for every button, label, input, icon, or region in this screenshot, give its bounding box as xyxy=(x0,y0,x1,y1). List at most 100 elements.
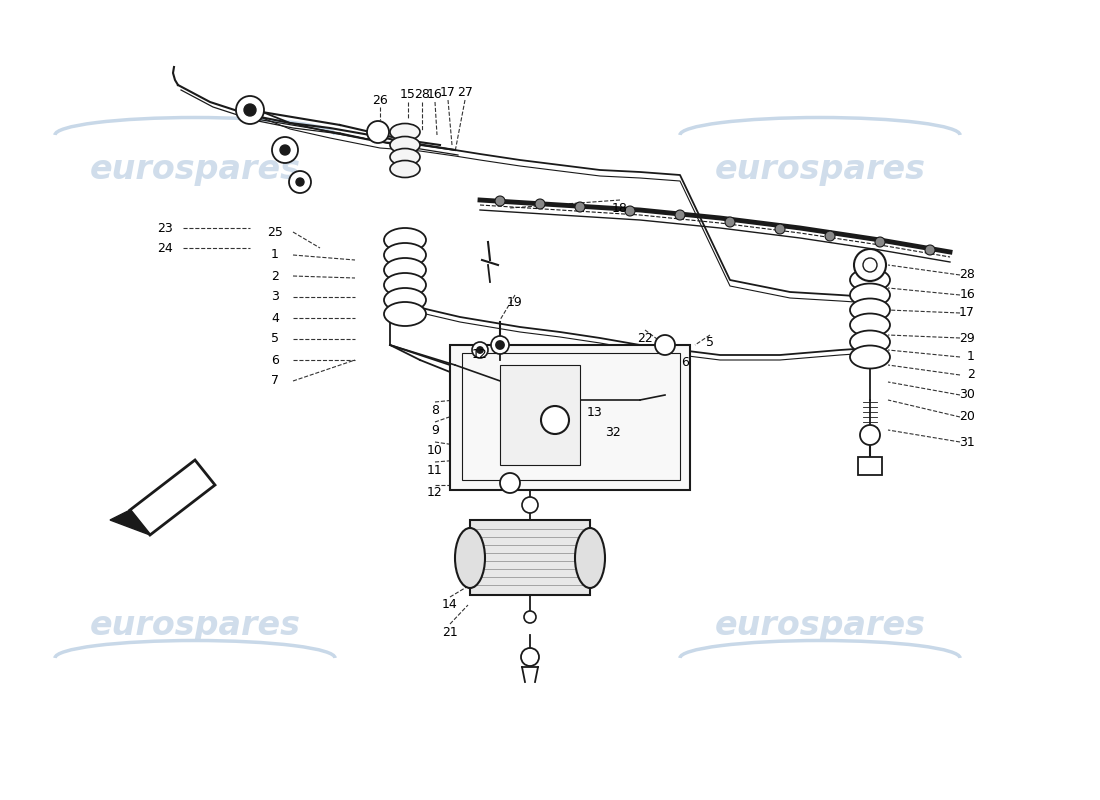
Text: eurospares: eurospares xyxy=(89,609,300,642)
Text: 31: 31 xyxy=(959,435,975,449)
Ellipse shape xyxy=(390,123,420,141)
Ellipse shape xyxy=(384,243,426,267)
Text: 2: 2 xyxy=(967,369,975,382)
Circle shape xyxy=(776,224,785,234)
Text: 2: 2 xyxy=(271,270,279,282)
Ellipse shape xyxy=(455,528,485,588)
Circle shape xyxy=(289,171,311,193)
Text: 28: 28 xyxy=(959,269,975,282)
Circle shape xyxy=(874,237,886,247)
Circle shape xyxy=(495,196,505,206)
Polygon shape xyxy=(110,510,150,535)
Ellipse shape xyxy=(850,283,890,306)
Text: 15: 15 xyxy=(400,89,416,102)
Circle shape xyxy=(500,473,520,493)
Text: 25: 25 xyxy=(267,226,283,238)
Circle shape xyxy=(236,96,264,124)
Circle shape xyxy=(522,497,538,513)
Polygon shape xyxy=(130,460,214,535)
Text: 21: 21 xyxy=(442,626,458,638)
Ellipse shape xyxy=(390,161,420,178)
Text: 7: 7 xyxy=(271,374,279,387)
Circle shape xyxy=(654,335,675,355)
Text: 18: 18 xyxy=(612,202,628,214)
Ellipse shape xyxy=(850,298,890,322)
Text: 10: 10 xyxy=(427,443,443,457)
Ellipse shape xyxy=(384,288,426,312)
Circle shape xyxy=(535,199,544,209)
Text: 5: 5 xyxy=(706,337,714,350)
Circle shape xyxy=(524,611,536,623)
Circle shape xyxy=(367,121,389,143)
Circle shape xyxy=(521,648,539,666)
Circle shape xyxy=(925,245,935,255)
Circle shape xyxy=(625,206,635,216)
Text: 9: 9 xyxy=(431,423,439,437)
Text: 6: 6 xyxy=(271,354,279,366)
Bar xyxy=(858,457,882,475)
Bar xyxy=(500,365,580,465)
Text: 8: 8 xyxy=(431,403,439,417)
Text: 12: 12 xyxy=(427,486,443,499)
Ellipse shape xyxy=(384,228,426,252)
Text: 27: 27 xyxy=(458,86,473,99)
Text: eurospares: eurospares xyxy=(715,609,925,642)
Text: 12: 12 xyxy=(472,349,488,362)
Ellipse shape xyxy=(390,149,420,166)
Circle shape xyxy=(280,145,290,155)
Text: 20: 20 xyxy=(959,410,975,423)
Text: 23: 23 xyxy=(157,222,173,234)
Circle shape xyxy=(864,258,877,272)
Text: 32: 32 xyxy=(605,426,620,438)
Text: 16: 16 xyxy=(959,289,975,302)
Text: 5: 5 xyxy=(271,333,279,346)
Text: 6: 6 xyxy=(681,357,689,370)
Text: 19: 19 xyxy=(507,297,522,310)
Ellipse shape xyxy=(390,137,420,154)
Text: 4: 4 xyxy=(271,311,279,325)
Text: 14: 14 xyxy=(442,598,458,611)
Bar xyxy=(462,353,680,480)
Text: 1: 1 xyxy=(967,350,975,363)
Text: 1: 1 xyxy=(271,249,279,262)
Ellipse shape xyxy=(384,273,426,297)
Circle shape xyxy=(860,425,880,445)
Circle shape xyxy=(244,104,256,116)
Text: 28: 28 xyxy=(414,89,430,102)
Circle shape xyxy=(496,341,504,349)
Ellipse shape xyxy=(575,528,605,588)
Circle shape xyxy=(541,406,569,434)
Bar xyxy=(450,345,690,490)
Circle shape xyxy=(854,249,886,281)
Ellipse shape xyxy=(850,314,890,337)
Text: 17: 17 xyxy=(440,86,455,99)
Text: 26: 26 xyxy=(372,94,388,106)
Text: 11: 11 xyxy=(427,463,443,477)
Text: 30: 30 xyxy=(959,389,975,402)
Text: 13: 13 xyxy=(587,406,603,418)
Circle shape xyxy=(575,202,585,212)
Text: eurospares: eurospares xyxy=(715,154,925,186)
Text: 29: 29 xyxy=(959,331,975,345)
Circle shape xyxy=(675,210,685,220)
Text: eurospares: eurospares xyxy=(89,154,300,186)
Circle shape xyxy=(549,414,561,426)
Ellipse shape xyxy=(384,258,426,282)
Circle shape xyxy=(491,336,509,354)
Ellipse shape xyxy=(850,330,890,354)
Ellipse shape xyxy=(850,346,890,369)
Text: 3: 3 xyxy=(271,290,279,303)
Circle shape xyxy=(477,347,483,353)
Circle shape xyxy=(472,342,488,358)
Text: 16: 16 xyxy=(427,89,443,102)
Text: 22: 22 xyxy=(637,331,653,345)
Ellipse shape xyxy=(470,535,590,595)
Circle shape xyxy=(825,231,835,241)
Circle shape xyxy=(272,137,298,163)
Text: 24: 24 xyxy=(157,242,173,254)
Text: 17: 17 xyxy=(959,306,975,319)
Circle shape xyxy=(296,178,304,186)
Ellipse shape xyxy=(384,302,426,326)
Circle shape xyxy=(725,217,735,227)
Bar xyxy=(470,520,590,595)
